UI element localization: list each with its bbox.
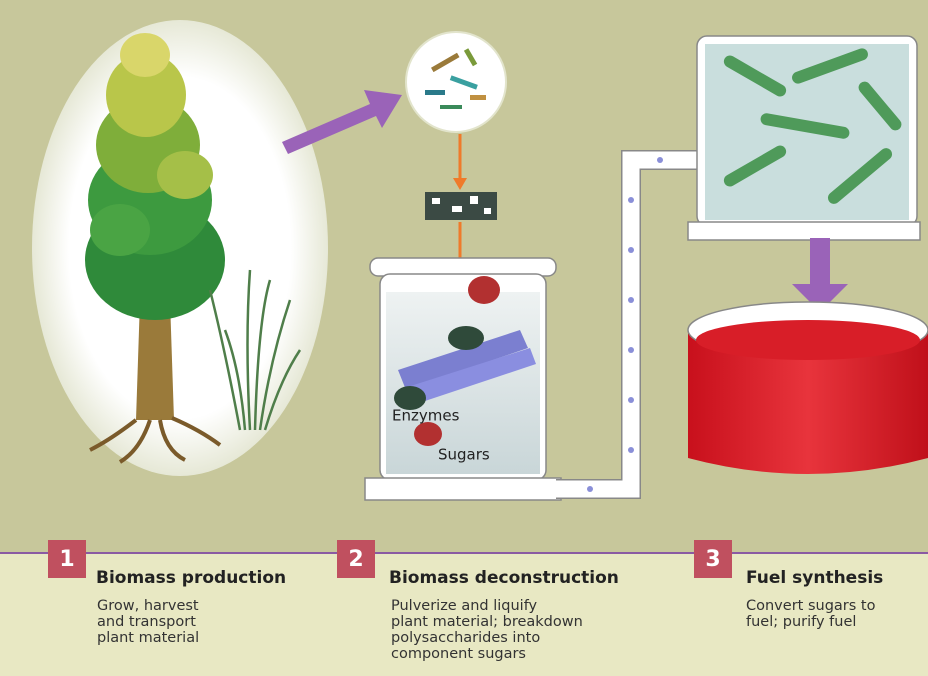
- step-description: Grow, harvest: [97, 598, 199, 614]
- step-number: 3: [705, 547, 720, 572]
- step-description: and transport: [97, 614, 196, 630]
- step-description: plant material; breakdown: [391, 614, 583, 630]
- step-description: fuel; purify fuel: [746, 614, 856, 630]
- deconstruction-tank: [365, 258, 561, 500]
- step-title: Biomass deconstruction: [389, 568, 619, 588]
- step-number: 1: [59, 547, 74, 572]
- label-enzymes: Enzymes: [392, 407, 460, 425]
- step-number: 2: [348, 547, 363, 572]
- step-title: Biomass production: [96, 568, 286, 588]
- diagram: Enzymes Sugars 1 Biomass production Grow…: [0, 0, 928, 676]
- step-description: Pulverize and liquify: [391, 598, 538, 614]
- step-description: polysaccharides into: [391, 630, 540, 646]
- step-description: plant material: [97, 630, 199, 646]
- fuel-beaker: [688, 302, 928, 474]
- synthesis-tank: [688, 36, 920, 240]
- step-description: component sugars: [391, 646, 526, 662]
- label-sugars: Sugars: [438, 446, 490, 464]
- step-title: Fuel synthesis: [746, 568, 883, 588]
- step-description: Convert sugars to: [746, 598, 876, 614]
